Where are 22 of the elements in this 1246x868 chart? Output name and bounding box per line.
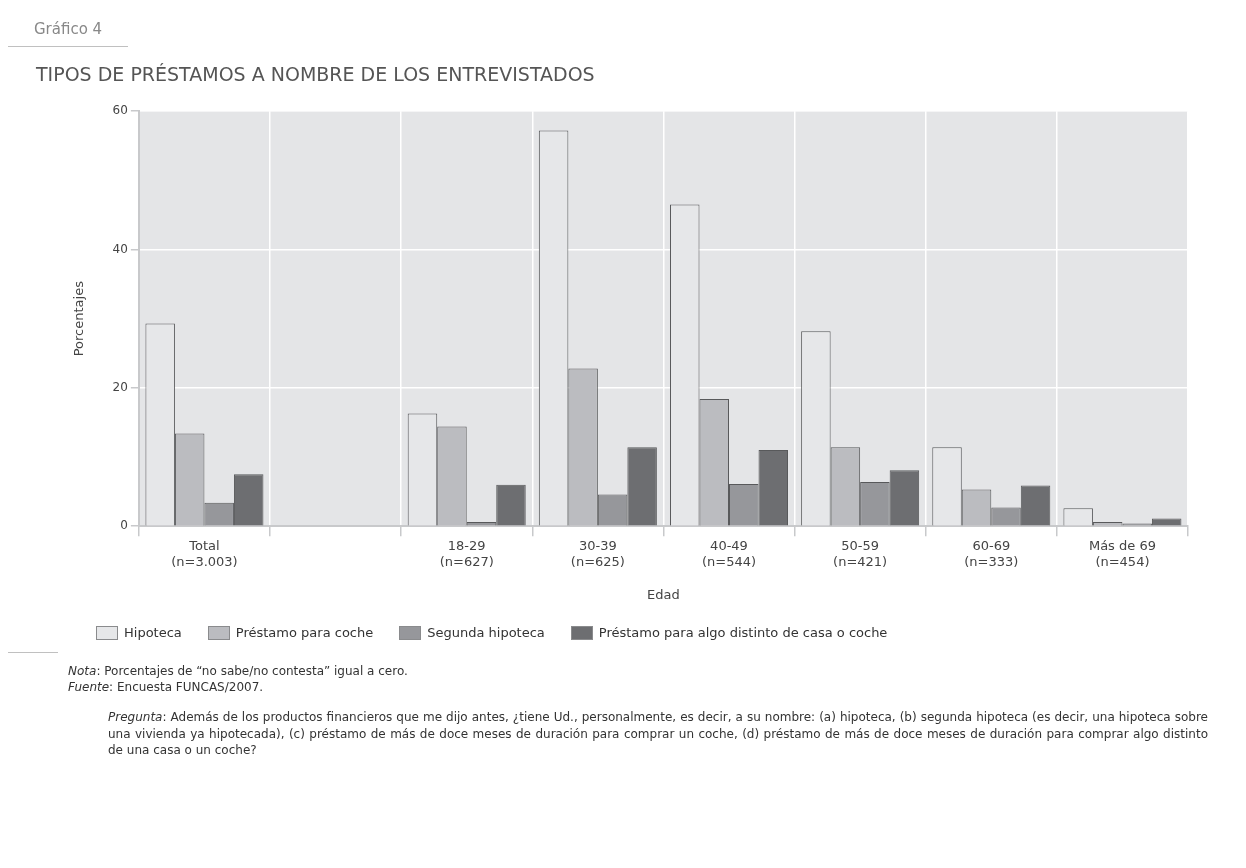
legend-label: Hipoteca [124, 625, 182, 640]
x-axis-title: Edad [647, 586, 680, 602]
x-tick-label: 50-59 (n=421) [833, 538, 888, 569]
x-tick-label: 60-69 (n=333) [964, 538, 1019, 569]
x-tick-label: 40-49 (n=544) [701, 538, 757, 569]
text: Gráfico 4 [33, 19, 104, 38]
text: Pregunta: Además de los productos financieros que me dijo antes, ¿tiene Ud., personalmente, es decir, a su nombre: (a) hipoteca, (b) segunda hipoteca (es decir, una hipoteca sobre una vivienda ya hipotecada), (c) préstamo de más de doce meses de duración para comprar un coche, (d) préstamo de más de doce meses de duración para comprar algo distinto de una casa o un coche? [108, 709, 1208, 758]
x-tick-label: 30-39 (n=625) [570, 538, 625, 569]
x-tick-label: 18-29 (n=627) [439, 538, 494, 569]
y-tick-label: 20 [112, 379, 128, 394]
x-tick-label: Total (n=3.003) [171, 538, 238, 569]
y-tick-label: 0 [120, 518, 128, 533]
y-tick-label: 40 [112, 241, 128, 256]
chart-title: TIPOS DE PRÉSTAMOS A NOMBRE DE LOS ENTREVISTADOS [35, 62, 596, 85]
y-axis-title: Porcentajes [71, 280, 87, 357]
source-note: Fuente: Encuesta FUNCAS/2007. [68, 679, 265, 696]
legend-label: Segunda hipoteca [427, 625, 545, 640]
y-tick-label: 60 [112, 103, 128, 118]
text: Nota: Porcentajes de “no sabe/no contesta” igual a cero. [68, 663, 409, 680]
x-tick-label: Más de 69 (n=454) [1088, 538, 1156, 569]
legend-label: Préstamo para algo distinto de casa o coche [598, 625, 888, 640]
legend-label: Préstamo para coche [235, 625, 374, 640]
